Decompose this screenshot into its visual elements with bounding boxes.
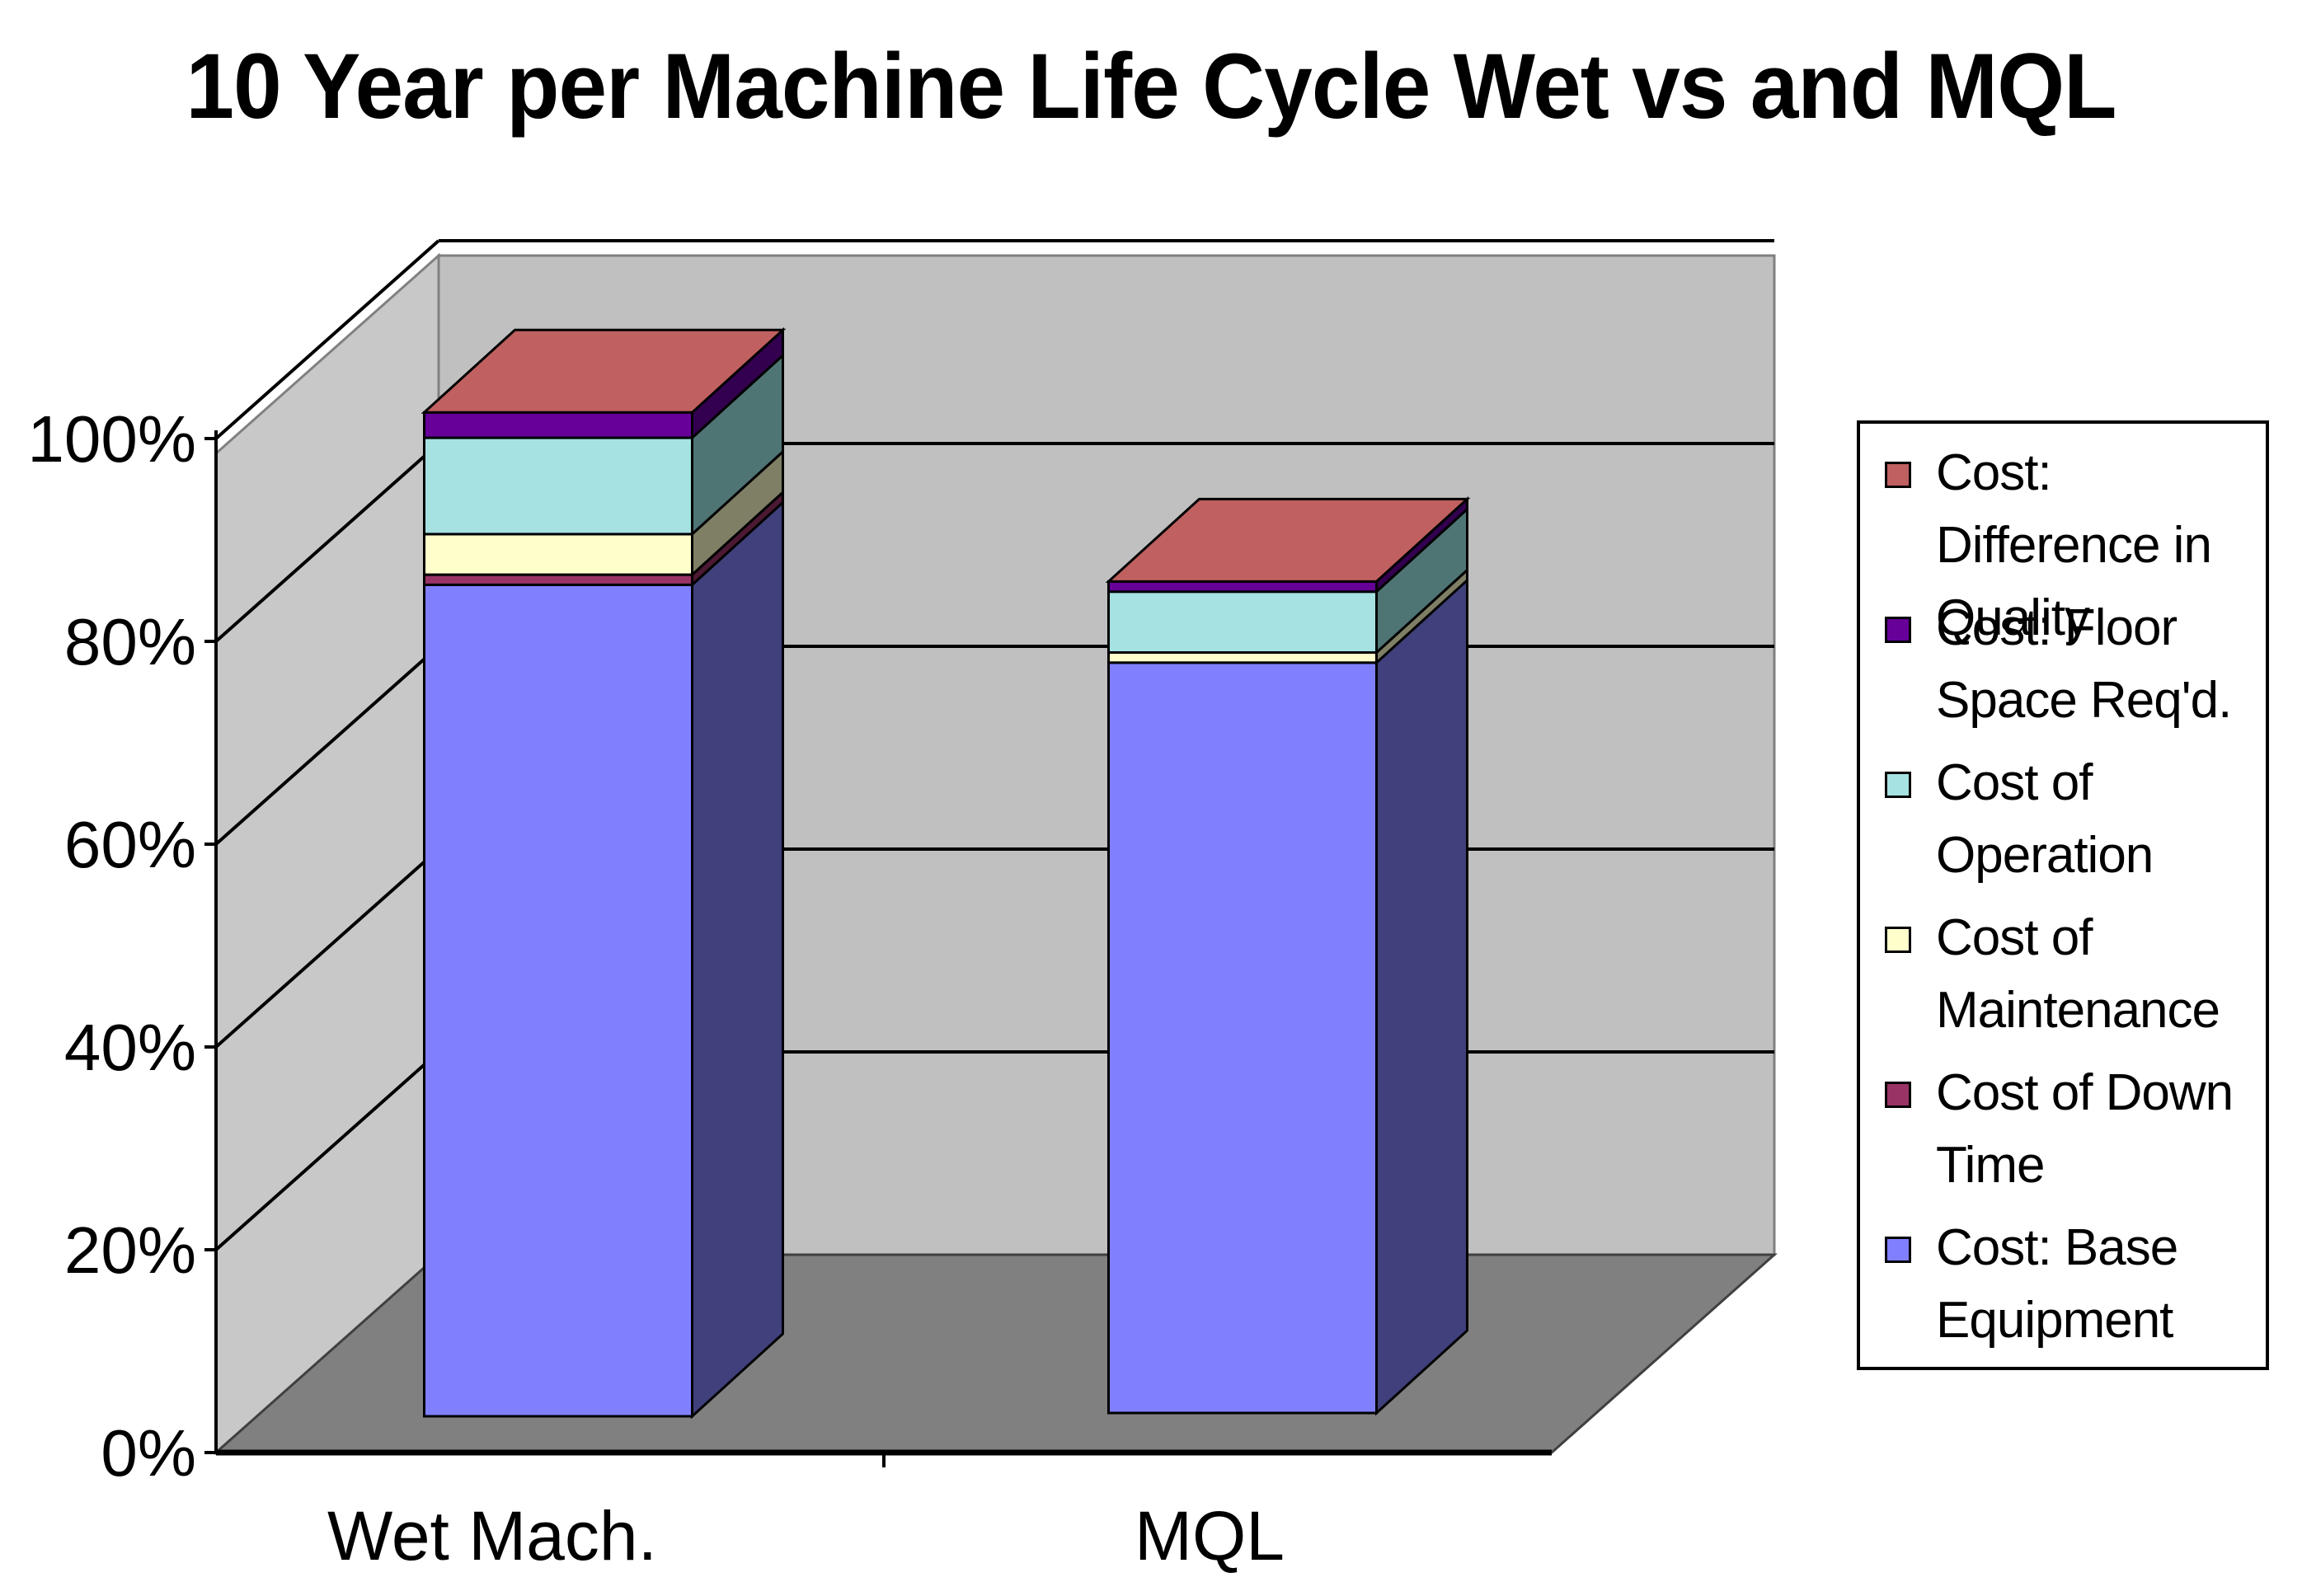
bar-top-cap	[1105, 497, 1471, 583]
y-tick-label: 80%	[64, 605, 196, 678]
x-category-label: Wet Mach.	[327, 1497, 657, 1575]
bar-segment	[1107, 590, 1378, 655]
bar-segment	[423, 411, 693, 439]
gridline-side	[214, 847, 440, 1049]
gridline-side	[214, 442, 440, 643]
bar-segment	[423, 583, 693, 1418]
legend-label: Cost of Operation	[1936, 754, 2154, 884]
legend-swatch	[1885, 1237, 1911, 1263]
y-tick-label: 20%	[64, 1213, 196, 1287]
y-tick-label: 40%	[64, 1011, 196, 1084]
legend-label: Cost: Difference in Quality	[1936, 444, 2212, 646]
legend: Cost: Difference in Quality Cost: Floor S…	[1857, 420, 2269, 1370]
legend-label: Cost of Maintenance	[1936, 909, 2220, 1039]
legend-label: Cost: Floor Space Req'd.	[1936, 599, 2232, 729]
bar-segment	[423, 533, 693, 576]
x-category-labels: Wet Mach. MQL	[327, 1497, 1285, 1575]
y-tick-label: 0%	[101, 1416, 196, 1490]
bar-segment	[1107, 580, 1378, 594]
legend-swatch	[1885, 927, 1911, 953]
bar-top-cap	[420, 328, 787, 414]
chart-title: 10 Year per Machine Life Cycle Wet vs an…	[186, 35, 2116, 138]
bars	[420, 326, 1471, 1420]
y-tick-label: 100%	[27, 402, 196, 476]
gridline-side	[214, 645, 440, 846]
gridline-side	[214, 239, 440, 440]
x-category-label: MQL	[1135, 1497, 1285, 1575]
side-wall	[214, 252, 440, 1456]
legend-swatch	[1885, 617, 1911, 643]
legend-swatch	[1885, 772, 1911, 798]
legend-label: Cost: Base Equipment	[1936, 1219, 2178, 1349]
bar-segment	[1107, 651, 1378, 664]
bar-segment	[423, 436, 693, 536]
axes	[204, 430, 1552, 1467]
bar-segment-side	[691, 500, 784, 1420]
y-tick-labels: 0% 20% 40% 60% 80% 100%	[27, 402, 196, 1490]
legend-swatch	[1885, 1082, 1911, 1108]
bar-segment	[1107, 661, 1378, 1415]
bar-segment-side	[1375, 577, 1468, 1416]
bar-segment	[423, 573, 693, 586]
gridline-side	[214, 1050, 440, 1251]
legend-swatch	[1885, 462, 1911, 488]
y-tick-label: 60%	[64, 808, 196, 881]
legend-label: Cost of Down Time	[1936, 1064, 2234, 1194]
